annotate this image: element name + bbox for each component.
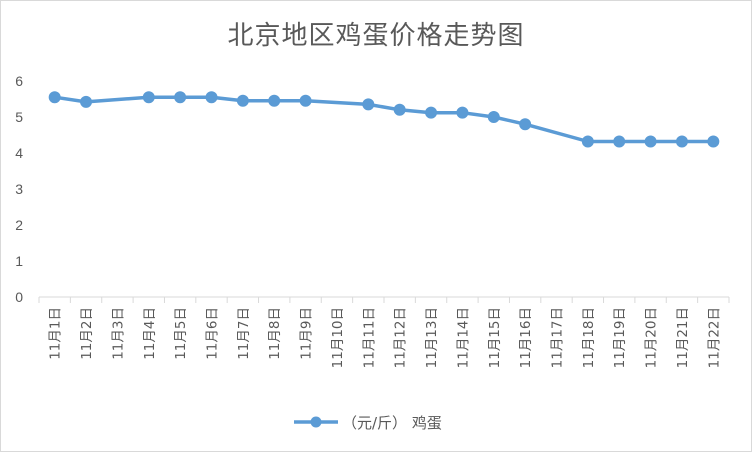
data-point xyxy=(142,91,155,104)
legend-label: （元/斤） 鸡蛋 xyxy=(342,414,442,432)
x-tick-label: 11月5日 xyxy=(173,307,189,360)
x-tick-label: 11月1日 xyxy=(48,307,64,360)
y-tick-label: 2 xyxy=(15,217,23,233)
y-tick-label: 0 xyxy=(15,289,23,305)
data-point xyxy=(675,135,688,148)
x-tick-label: 11月19日 xyxy=(612,307,628,368)
y-tick-label: 5 xyxy=(15,109,23,125)
series-line xyxy=(52,95,716,144)
data-point xyxy=(425,106,438,119)
x-tick-label: 11月8日 xyxy=(267,307,283,360)
x-tick-label: 11月9日 xyxy=(299,307,315,360)
data-point xyxy=(48,91,61,104)
x-tick-label: 11月16日 xyxy=(518,307,534,368)
y-tick-label: 1 xyxy=(15,253,23,269)
data-point xyxy=(236,94,249,107)
legend-marker xyxy=(310,416,322,428)
data-point xyxy=(519,118,532,131)
x-tick-label: 11月17日 xyxy=(550,307,566,368)
data-point xyxy=(581,135,594,148)
data-point xyxy=(268,94,281,107)
x-tick-label: 11月2日 xyxy=(79,307,95,360)
data-point xyxy=(299,94,312,107)
y-tick-label: 4 xyxy=(15,145,23,161)
data-point xyxy=(613,135,626,148)
x-tick-label: 11月22日 xyxy=(706,307,722,368)
x-tick-label: 11月4日 xyxy=(142,307,158,360)
data-point xyxy=(707,135,720,148)
data-point xyxy=(393,103,406,116)
x-tick-label: 11月7日 xyxy=(236,307,252,360)
x-tick-label: 11月3日 xyxy=(110,307,126,360)
x-tick-label: 11月20日 xyxy=(644,307,660,368)
x-tick-label: 11月15日 xyxy=(487,307,503,368)
x-tick-label: 11月12日 xyxy=(393,307,409,368)
x-tick-label: 11月14日 xyxy=(455,307,471,368)
data-point xyxy=(456,106,469,119)
data-point xyxy=(487,111,500,123)
data-point xyxy=(80,95,93,108)
data-point xyxy=(205,91,218,104)
y-tick-label: 6 xyxy=(15,73,23,89)
x-tick-label: 11月11日 xyxy=(361,307,377,368)
data-point xyxy=(362,98,375,111)
x-tick-label: 11月18日 xyxy=(581,307,597,368)
x-tick-label: 11月10日 xyxy=(330,307,346,368)
data-point xyxy=(644,135,657,148)
x-tick-label: 11月6日 xyxy=(205,307,221,360)
chart-title: 北京地区鸡蛋价格走势图 xyxy=(227,21,525,51)
data-point xyxy=(174,91,187,104)
x-tick-label: 11月13日 xyxy=(424,307,440,368)
y-tick-label: 3 xyxy=(15,181,23,197)
x-tick-label: 11月21日 xyxy=(675,307,691,368)
